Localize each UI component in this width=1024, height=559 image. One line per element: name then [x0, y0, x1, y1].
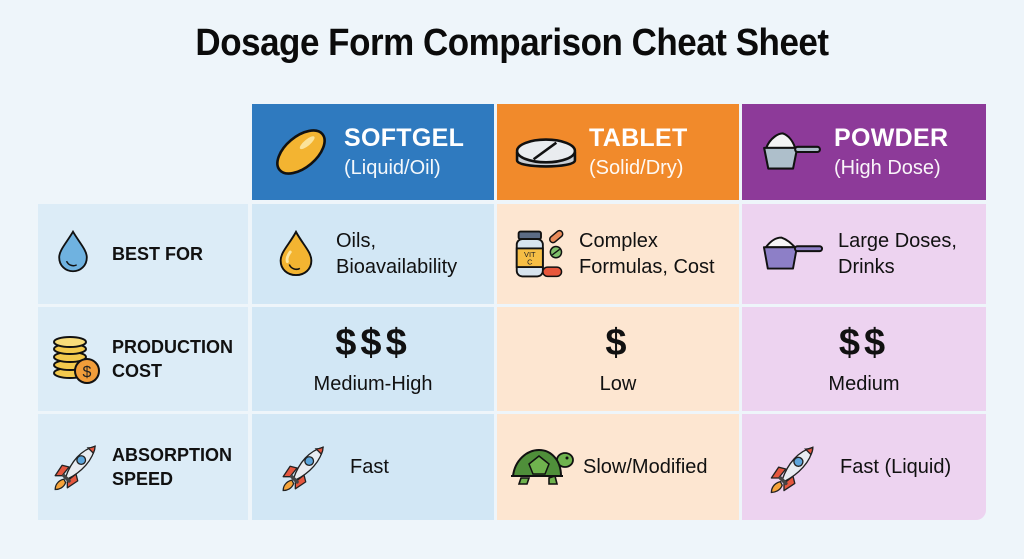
rocket-icon: [50, 441, 102, 493]
cell-text: Slow/Modified: [583, 456, 708, 478]
column-title: SOFTGEL: [344, 124, 465, 152]
cell-powder-best-for: Large Doses, Drinks: [742, 204, 986, 304]
cell-tablet-best-for: VIT C Complex Formulas, Cost: [497, 204, 739, 304]
cost-dollars: $: [605, 321, 631, 364]
rocket-icon: [766, 442, 816, 492]
cell-tablet-cost: $ Low: [497, 307, 739, 411]
svg-text:$: $: [83, 364, 92, 381]
vitamin-bottle-icon: VIT C: [513, 226, 569, 282]
cell-text: Fast: [350, 456, 389, 478]
powder-scoop-icon: [760, 121, 822, 183]
cost-level: Low: [599, 372, 637, 395]
coins-icon: $: [50, 333, 102, 385]
cost-level: Medium-High: [313, 372, 433, 395]
turtle-icon: [509, 442, 575, 492]
rocket-icon: [278, 442, 328, 492]
water-drop-icon: [50, 228, 102, 280]
column-header-tablet: TABLET (Solid/Dry): [497, 104, 739, 200]
cell-softgel-best-for: Oils, Bioavailability: [252, 204, 494, 304]
cell-powder-absorption: Fast (Liquid): [742, 414, 986, 520]
row-label-production-cost: $ PRODUCTION COST: [38, 307, 248, 411]
cell-text: Large Doses, Drinks: [838, 230, 957, 278]
column-title: TABLET: [589, 124, 688, 152]
column-title: POWDER: [834, 124, 949, 152]
column-subtitle: (Liquid/Oil): [344, 157, 441, 179]
column-header-softgel: SOFTGEL (Liquid/Oil): [252, 104, 494, 200]
cell-softgel-absorption: Fast: [252, 414, 494, 520]
cost-dollars: $$$: [335, 321, 411, 364]
cell-text: Fast (Liquid): [840, 456, 952, 478]
cell-softgel-cost: $$$ Medium-High: [252, 307, 494, 411]
column-header-powder: POWDER (High Dose): [742, 104, 986, 200]
cell-tablet-absorption: Slow/Modified: [497, 414, 739, 520]
row-label-best-for: BEST FOR: [38, 204, 248, 304]
cell-text: Oils, Bioavailability: [336, 230, 458, 278]
cost-level: Medium: [828, 372, 900, 395]
softgel-capsule-icon: [270, 121, 332, 183]
svg-text:C: C: [527, 257, 533, 266]
row-label-text: BEST FOR: [112, 244, 204, 264]
row-label-text: PRODUCTION COST: [112, 337, 233, 381]
svg-text:VIT: VIT: [524, 250, 536, 259]
cell-text: Complex Formulas, Cost: [579, 230, 715, 278]
column-subtitle: (High Dose): [834, 157, 941, 179]
tablet-pill-icon: [515, 121, 577, 183]
cost-dollars: $$: [838, 321, 890, 364]
row-label-absorption-speed: ABSORPTION SPEED: [38, 414, 248, 520]
row-label-text: ABSORPTION SPEED: [112, 445, 233, 489]
cell-powder-cost: $$ Medium: [742, 307, 986, 411]
page-title: Dosage Form Comparison Cheat Sheet: [195, 22, 829, 64]
oil-drop-icon: [272, 229, 322, 279]
powder-scoop-icon: [762, 229, 824, 279]
column-subtitle: (Solid/Dry): [589, 157, 684, 179]
